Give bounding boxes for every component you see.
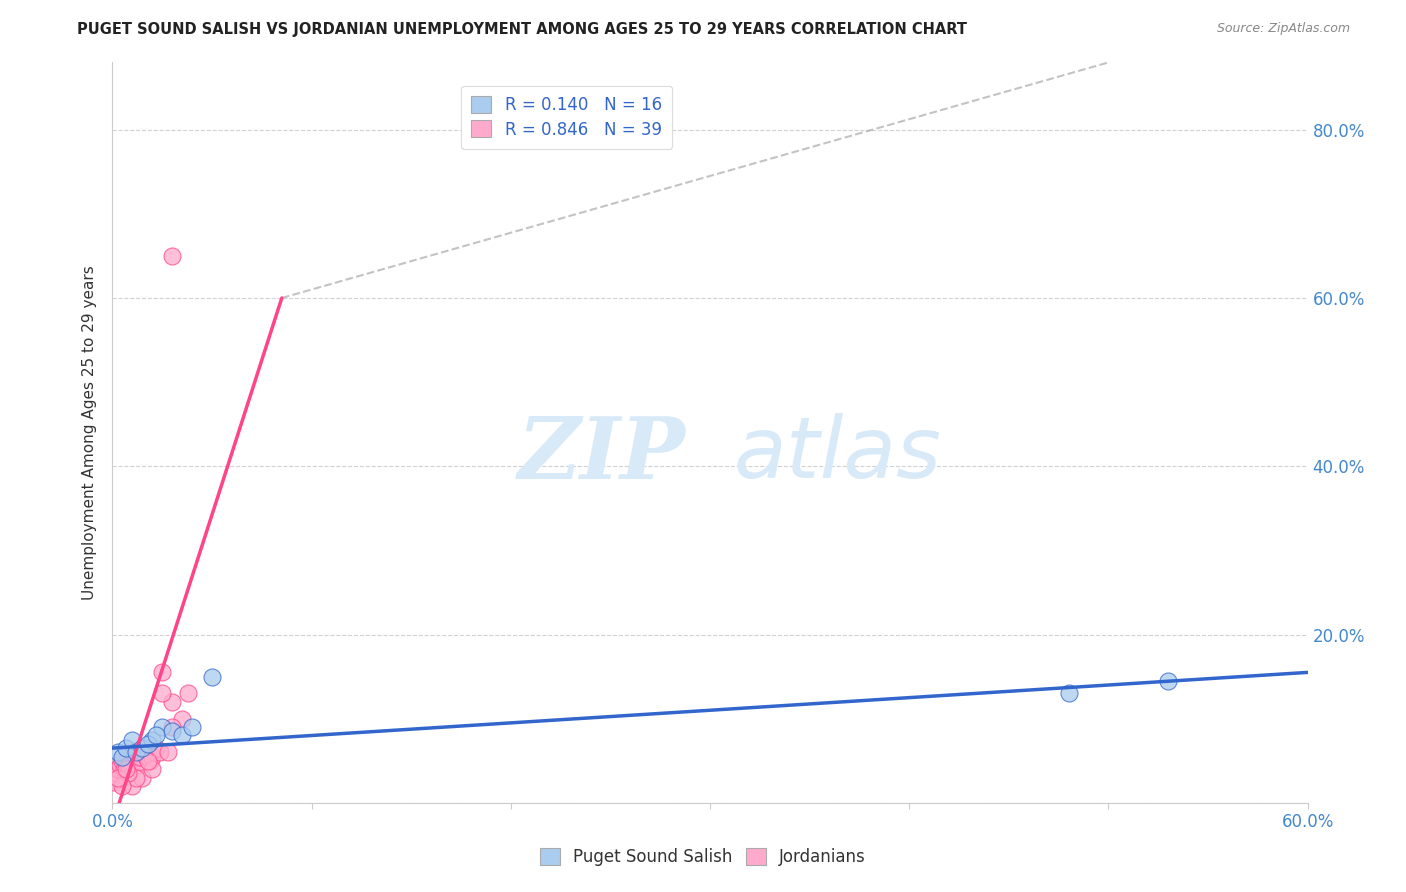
Point (1057, 686, 1080, 700)
Point (117, 762, 139, 776)
Point (141, 749, 163, 764)
Point (141, 732, 163, 747)
Point (125, 749, 148, 764)
Point (181, 720, 204, 734)
Point (111, 754, 134, 768)
Point (115, 754, 138, 768)
Point (107, 762, 129, 776)
Point (150, 665, 173, 680)
Point (172, 712, 194, 726)
Point (1157, 673, 1180, 688)
Text: PUGET SOUND SALISH VS JORDANIAN UNEMPLOYMENT AMONG AGES 25 TO 29 YEARS CORRELATI: PUGET SOUND SALISH VS JORDANIAN UNEMPLOY… (77, 22, 967, 37)
Legend: R = 0.140   N = 16, R = 0.846   N = 39: R = 0.140 N = 16, R = 0.846 N = 39 (461, 86, 672, 149)
Point (138, 745, 160, 759)
Point (120, 754, 142, 768)
Point (145, 741, 167, 756)
Point (107, 745, 129, 759)
Point (124, 754, 146, 768)
Point (150, 686, 173, 700)
Point (157, 745, 180, 759)
Point (138, 737, 160, 751)
Point (127, 758, 149, 772)
Point (135, 749, 157, 764)
Point (131, 741, 153, 756)
Point (103, 774, 125, 789)
Point (150, 720, 173, 734)
Point (111, 749, 134, 764)
Point (125, 745, 148, 759)
Point (105, 766, 128, 780)
Point (125, 771, 148, 785)
Point (162, 695, 183, 709)
Point (177, 686, 200, 700)
Point (201, 670, 224, 684)
Point (110, 758, 132, 772)
Point (162, 724, 183, 739)
Point (131, 745, 153, 759)
Point (121, 745, 143, 759)
Point (115, 741, 138, 756)
Text: atlas: atlas (734, 413, 942, 496)
Point (117, 766, 139, 780)
Point (138, 754, 160, 768)
Point (162, 249, 183, 263)
Point (115, 762, 138, 776)
Point (141, 762, 163, 776)
Point (129, 749, 152, 764)
Legend: Puget Sound Salish, Jordanians: Puget Sound Salish, Jordanians (531, 840, 875, 875)
Point (107, 771, 129, 785)
Point (149, 745, 172, 759)
Point (111, 779, 134, 793)
Point (114, 762, 135, 776)
Point (121, 732, 143, 747)
Text: Source: ZipAtlas.com: Source: ZipAtlas.com (1216, 22, 1350, 36)
Point (121, 779, 143, 793)
Text: ZIP: ZIP (519, 413, 686, 497)
Point (145, 729, 167, 743)
Point (172, 729, 194, 743)
Point (139, 754, 162, 768)
Y-axis label: Unemployment Among Ages 25 to 29 years: Unemployment Among Ages 25 to 29 years (82, 265, 97, 600)
Point (131, 771, 153, 785)
Point (134, 741, 156, 756)
Point (162, 720, 183, 734)
